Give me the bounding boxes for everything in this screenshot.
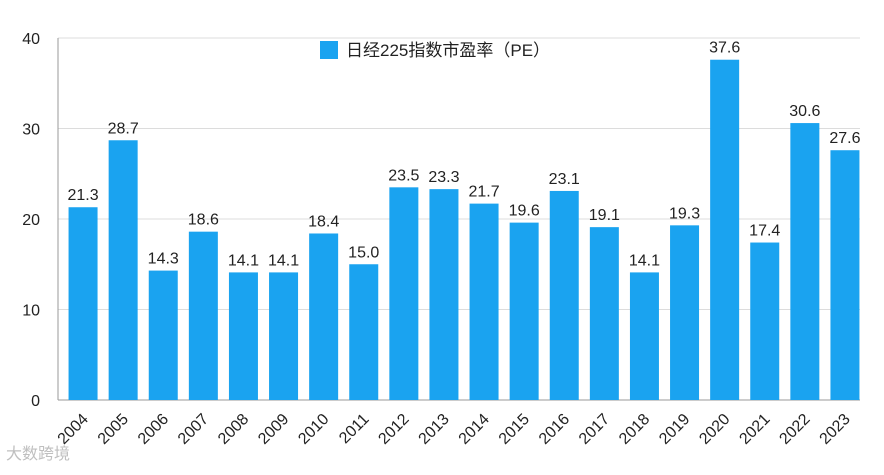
x-tick-label: 2009 [255,411,292,448]
bar-2009 [269,272,299,400]
y-axis: 0 10 20 30 40 [22,31,59,410]
data-label: 18.4 [308,213,339,230]
x-tick-label: 2006 [135,411,172,448]
y-tick-label: 30 [22,122,40,139]
data-label: 14.3 [148,251,179,268]
data-label: 21.3 [67,187,98,204]
bar-2023 [830,150,860,400]
data-label: 15.0 [348,244,379,261]
gridlines [58,37,860,401]
bar-2010 [309,233,339,400]
x-tick-label: 2017 [576,411,613,448]
bar-2007 [188,231,218,400]
bars [68,59,860,400]
x-tick-label: 2015 [496,411,533,448]
x-tick-label: 2019 [656,411,693,448]
x-axis: 2004 2005 2006 2007 2008 2009 2010 2011 2012 2013… [55,411,854,448]
data-label: 18.6 [188,212,219,229]
data-label: 37.6 [709,40,740,57]
x-tick-label: 2010 [295,411,332,448]
data-label: 30.6 [789,103,820,120]
x-tick-label: 2012 [375,411,412,448]
data-label: 21.7 [468,184,499,201]
data-label: 14.1 [228,252,259,269]
data-label: 19.1 [589,207,620,224]
y-tick-label: 40 [22,31,40,48]
x-tick-label: 2023 [817,411,854,448]
x-tick-label: 2021 [736,411,773,448]
y-tick-label: 10 [22,303,40,320]
data-label: 27.6 [829,130,860,147]
legend-label: 日经225指数市盈率（PE） [346,41,550,60]
x-tick-label: 2007 [175,411,212,448]
y-tick-label: 20 [22,212,40,229]
bar-2014 [469,203,499,400]
x-tick-label: 2005 [95,411,132,448]
data-label: 28.7 [108,120,139,137]
bar-2019 [670,225,700,400]
x-tick-label: 2014 [456,411,493,448]
data-label: 23.5 [388,167,419,184]
bar-2012 [389,187,419,400]
x-tick-label: 2022 [776,411,813,448]
bar-2020 [710,59,740,400]
bar-2013 [429,189,459,400]
bar-2011 [349,264,379,400]
bar-2008 [228,272,258,400]
bar-2004 [68,207,98,400]
bar-2005 [108,140,138,400]
data-label: 14.1 [629,252,660,269]
data-label: 19.6 [509,203,540,220]
legend: 日经225指数市盈率（PE） [320,41,550,60]
x-tick-label: 2008 [215,411,252,448]
data-label: 23.1 [549,171,580,188]
data-labels: 21.3 28.7 14.3 18.6 14.1 14.1 18.4 15.0 23.5 23.3… [67,40,860,270]
bar-2022 [790,123,820,400]
y-tick-label: 0 [31,393,40,410]
legend-swatch [320,41,338,59]
x-tick-label: 2020 [696,411,733,448]
bar-2021 [750,242,780,400]
bar-2016 [549,190,579,400]
x-tick-label: 2016 [536,411,573,448]
bar-2015 [509,222,539,400]
x-tick-label: 2011 [336,411,372,447]
x-tick-label: 2013 [416,411,453,448]
bar-2017 [589,227,619,400]
data-label: 17.4 [749,223,780,240]
bar-2006 [148,270,178,400]
data-label: 19.3 [669,205,700,222]
data-label: 14.1 [268,252,299,269]
data-label: 23.3 [428,169,459,186]
watermark: 大数跨境 [6,444,71,463]
x-tick-label: 2018 [616,411,653,448]
bar-2018 [629,272,659,400]
